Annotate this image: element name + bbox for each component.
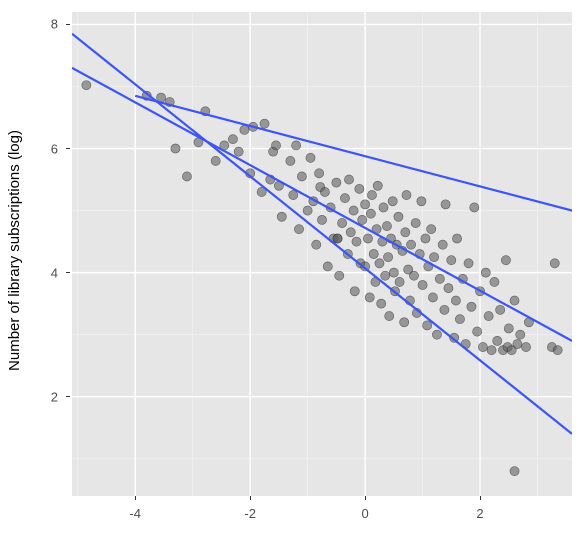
y-axis-label: Number of library subscriptions (log) <box>6 130 23 371</box>
y-tick-label: 6 <box>51 141 58 156</box>
y-tick-labels: 2 4 6 8 <box>30 0 62 500</box>
y-tick-label: 4 <box>51 265 58 280</box>
x-tick-label: 0 <box>361 506 368 521</box>
plot-svg <box>72 12 572 496</box>
y-tick-label: 8 <box>51 17 58 32</box>
plot-panel <box>72 12 572 496</box>
x-tick-label: 2 <box>476 506 483 521</box>
x-tick-labels: -4 -2 0 2 <box>72 500 572 534</box>
x-tick-label: -4 <box>129 506 141 521</box>
y-tick-label: 2 <box>51 389 58 404</box>
y-axis-label-container: Number of library subscriptions (log) <box>0 0 28 500</box>
scatter-chart: Number of library subscriptions (log) 2 4… <box>0 0 586 534</box>
x-tick-label: -2 <box>244 506 256 521</box>
